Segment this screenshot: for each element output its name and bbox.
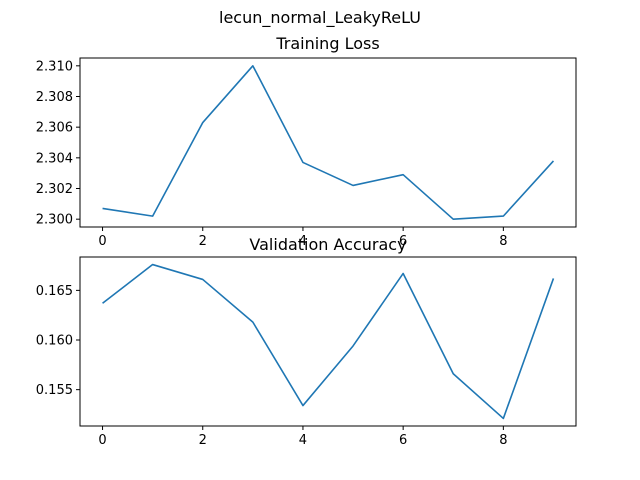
axes-frame (79, 256, 577, 427)
axes-frame (79, 57, 577, 228)
series-line-1 (102, 263, 555, 420)
x-tick-label: 0 (98, 433, 106, 448)
panel-title: Training Loss (275, 34, 379, 53)
y-tick-label: 2.300 (36, 213, 73, 228)
y-tick-label: 2.306 (36, 121, 73, 136)
x-tick-label: 6 (399, 433, 407, 448)
x-tick-label: 8 (499, 433, 507, 448)
y-tick-label: 0.165 (36, 284, 73, 299)
x-tick-label: 4 (299, 234, 307, 249)
chart-panel-1: 0 2 4 6 8 2.300 2.302 2.304 2.306 2.308 2.310 Train… (36, 34, 577, 249)
x-tick-label: 2 (199, 234, 207, 249)
x-tick-label: 4 (299, 433, 307, 448)
x-tick-label: 0 (98, 234, 106, 249)
y-tick-label: 0.160 (36, 334, 73, 349)
chart-panel-2: 0 2 4 6 8 0.155 0.160 0.165 Validation Accuracy (36, 235, 577, 448)
y-tick-label: 2.310 (36, 59, 73, 74)
y-tick-label: 2.308 (36, 90, 73, 105)
y-tick-label: 0.155 (36, 383, 73, 398)
x-tick-label: 2 (199, 433, 207, 448)
chart-panels: 0 2 4 6 8 2.300 2.302 2.304 2.306 2.308 2.310 Train… (36, 34, 577, 448)
y-tick-label: 2.302 (36, 182, 73, 197)
panel-title: Validation Accuracy (249, 235, 406, 254)
figure-suptitle: lecun_normal_LeakyReLU (219, 8, 421, 28)
y-tick-label: 2.304 (36, 151, 73, 166)
x-tick-label: 8 (499, 234, 507, 249)
series-line-1 (102, 65, 555, 220)
x-tick-label: 6 (399, 234, 407, 249)
